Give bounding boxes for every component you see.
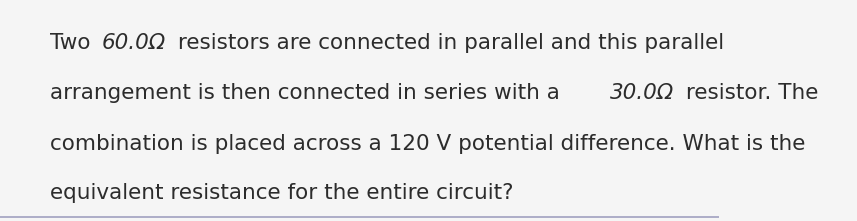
Text: 30.0Ω: 30.0Ω xyxy=(610,84,674,103)
Text: combination is placed across a 120 V potential difference. What is the: combination is placed across a 120 V pot… xyxy=(51,134,806,154)
Text: Two: Two xyxy=(51,33,98,53)
Text: arrangement is then connected in series with a: arrangement is then connected in series … xyxy=(51,84,567,103)
Text: resistors are connected in parallel and this parallel: resistors are connected in parallel and … xyxy=(171,33,724,53)
Text: equivalent resistance for the entire circuit?: equivalent resistance for the entire cir… xyxy=(51,183,514,203)
Text: 60.0Ω: 60.0Ω xyxy=(102,33,165,53)
Text: resistor. The: resistor. The xyxy=(680,84,818,103)
